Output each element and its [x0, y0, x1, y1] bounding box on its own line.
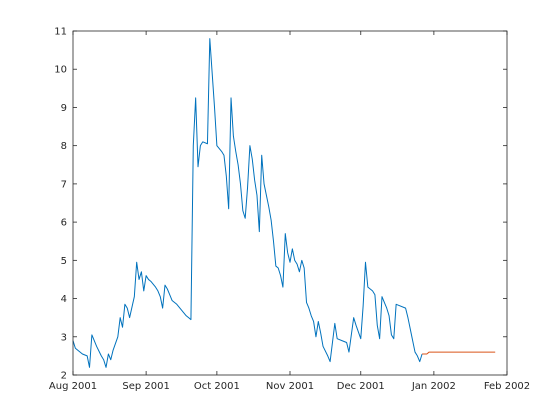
series-line-2 — [422, 351, 496, 355]
x-tick-label: Jan 2002 — [411, 381, 456, 392]
plot-background — [73, 31, 507, 375]
y-tick-label: 3 — [61, 332, 67, 343]
y-tick-label: 6 — [61, 218, 67, 229]
y-tick-label: 2 — [61, 371, 67, 382]
plot-box — [72, 30, 508, 376]
y-tick-label: 8 — [61, 141, 67, 152]
x-tick-label: Feb 2002 — [484, 381, 530, 392]
y-tick-label: 9 — [61, 103, 67, 114]
x-tick-label: Dec 2001 — [337, 381, 385, 392]
series-line-1 — [72, 38, 423, 368]
x-tick-label: Sep 2001 — [122, 381, 169, 392]
y-tick-label: 10 — [54, 65, 67, 76]
y-tick-label: 11 — [54, 27, 67, 38]
y-tick-label: 7 — [61, 179, 67, 190]
y-tick-label: 5 — [61, 256, 67, 267]
x-tick-label: Oct 2001 — [194, 381, 240, 392]
x-tick-label: Aug 2001 — [49, 381, 97, 392]
x-axis-ticks: Aug 2001 Sep 2001 Oct 2001 Nov 2001 Dec 2001… — [49, 31, 530, 392]
series-group — [72, 38, 496, 368]
y-tick-label: 4 — [61, 294, 67, 305]
x-tick-label: Nov 2001 — [266, 381, 314, 392]
